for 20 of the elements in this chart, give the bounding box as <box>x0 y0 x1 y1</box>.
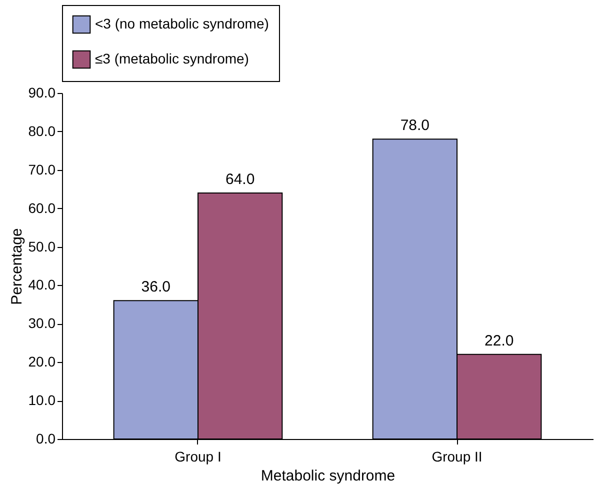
x-tick-label: Group I <box>174 448 222 464</box>
data-label: 78.0 <box>400 117 430 134</box>
x-tick-label: Group II <box>432 448 482 464</box>
y-tick-label: 50.0 <box>28 238 56 254</box>
data-label: 64.0 <box>225 170 255 188</box>
legend-label: ≤3 (metabolic syndrome) <box>95 50 249 66</box>
data-label: 22.0 <box>484 332 514 350</box>
data-label: 36.0 <box>141 278 170 296</box>
legend-label: <3 (no metabolic syndrome) <box>95 16 269 32</box>
y-tick-label: 90.0 <box>28 84 56 100</box>
y-tick-label: 60.0 <box>28 200 56 216</box>
y-tick-label: 30.0 <box>28 315 56 332</box>
y-tick-label: 10.0 <box>28 392 56 408</box>
y-tick-label: 80.0 <box>28 122 56 139</box>
y-tick-label: 0.0 <box>36 430 56 446</box>
y-axis-title: Percentage <box>8 228 26 305</box>
y-tick-label: 70.0 <box>28 161 56 178</box>
x-axis-title: Metabolic syndrome <box>260 468 396 484</box>
y-tick-label: 20.0 <box>28 354 56 370</box>
y-tick-label: 40.0 <box>28 276 56 293</box>
